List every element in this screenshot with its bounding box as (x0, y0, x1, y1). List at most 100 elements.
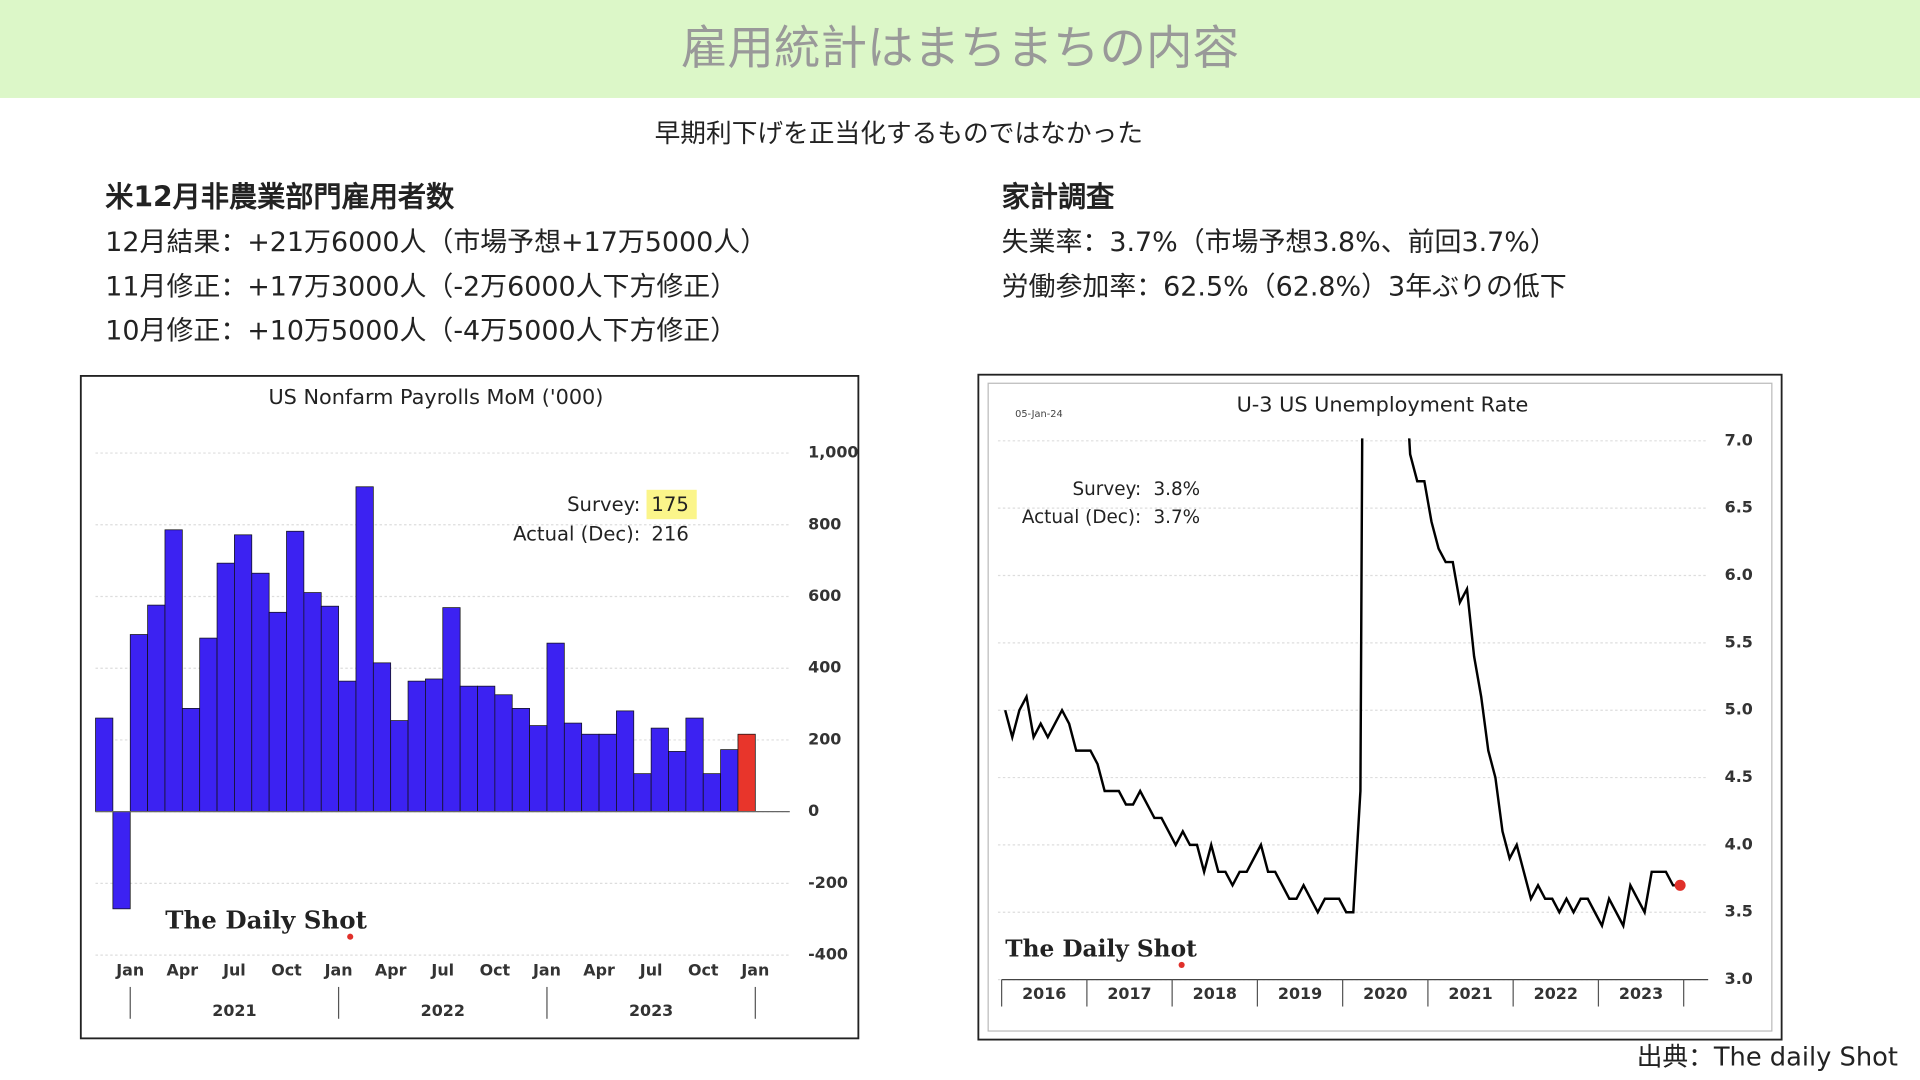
right-line: 失業率：3.7%（市場予想3.8%、前回3.7%） (1002, 227, 1557, 258)
x-tick-label: 2017 (1107, 984, 1151, 1003)
annotation: Survey: (1073, 479, 1142, 500)
bar (563, 722, 583, 813)
bar (529, 725, 548, 813)
y-tick-label: 5.5 (1725, 632, 1753, 651)
bar (685, 717, 704, 813)
x-tick-label: Jan (115, 961, 144, 980)
year-label: 2022 (421, 1001, 465, 1020)
y-tick-label: 1,000 (808, 443, 858, 462)
chart-frame (977, 373, 1783, 1041)
x-tick-label: 2021 (1448, 984, 1492, 1003)
x-tick-label: Jan (324, 961, 353, 980)
end-marker (1674, 879, 1686, 891)
bar (129, 634, 148, 813)
annotation: 216 (651, 523, 688, 546)
y-tick-label: 5.0 (1725, 700, 1753, 719)
line (1003, 438, 1681, 930)
x-tick-label: Jan (740, 961, 769, 980)
logo-dot (347, 933, 354, 940)
bar (320, 605, 339, 813)
y-tick-label: 200 (808, 729, 841, 748)
bar (702, 773, 721, 813)
bar (511, 708, 530, 813)
bar (181, 708, 201, 813)
x-tick-label: Apr (167, 961, 199, 980)
annotation: Actual (Dec): (1022, 507, 1141, 528)
bar (216, 562, 235, 813)
chart-title: U-3 US Unemployment Rate (1237, 392, 1529, 416)
y-tick-label: 6.5 (1725, 498, 1753, 517)
x-tick-label: Oct (480, 961, 511, 980)
y-tick-label: 3.0 (1725, 969, 1753, 988)
logo: The Daily Shot (165, 906, 367, 935)
y-tick-label: -200 (808, 873, 848, 892)
bar (112, 811, 131, 910)
x-tick-label: Apr (375, 961, 407, 980)
survey-highlight (646, 489, 697, 520)
year-label: 2021 (212, 1001, 256, 1020)
bar (633, 773, 652, 813)
bar (95, 717, 114, 813)
x-tick-label: Jul (639, 961, 663, 980)
bar (737, 733, 756, 813)
bar (650, 727, 669, 813)
x-tick-label: 2020 (1363, 984, 1407, 1003)
logo: The Daily Shot (1005, 936, 1197, 963)
year-label: 2023 (629, 1001, 673, 1020)
y-tick-label: 3.5 (1725, 902, 1753, 921)
bar (338, 680, 357, 813)
left-line: 12月結果：+21万6000人（市場予想+17万5000人） (105, 227, 767, 258)
bar (234, 534, 253, 813)
annotation: 175 (651, 493, 688, 516)
right-heading: 家計調査 (1002, 180, 1115, 213)
x-tick-label: 2016 (1022, 984, 1066, 1003)
x-tick-label: Jan (532, 961, 561, 980)
bar (147, 604, 166, 813)
x-tick-label: Oct (271, 961, 302, 980)
bar (477, 685, 496, 813)
bar (286, 530, 305, 813)
bar (616, 710, 635, 813)
bar (390, 720, 409, 813)
source: 出典：The daily Shot (1637, 1042, 1898, 1072)
y-tick-label: 400 (808, 658, 841, 677)
bar (494, 694, 513, 813)
bar (268, 611, 287, 813)
x-tick-label: Apr (583, 961, 615, 980)
y-tick-label: 6.0 (1725, 565, 1753, 584)
chart-title: US Nonfarm Payrolls MoM ('000) (268, 385, 603, 409)
x-tick-label: Jul (430, 961, 454, 980)
y-tick-label: -400 (808, 945, 848, 964)
x-tick-label: 2023 (1619, 984, 1663, 1003)
x-tick-label: Oct (688, 961, 719, 980)
bar (720, 749, 739, 813)
x-tick-label: 2019 (1278, 984, 1322, 1003)
bar (581, 733, 600, 813)
logo-dot (1178, 961, 1185, 968)
bar (303, 592, 322, 813)
left-heading: 米12月非農業部門雇用者数 (105, 180, 455, 213)
bar (598, 733, 617, 813)
annotation: 3.8% (1153, 479, 1200, 500)
left-line: 10月修正：+10万5000人（-4万5000人下方修正） (105, 315, 737, 346)
x-tick-label: 2018 (1193, 984, 1237, 1003)
y-tick-label: 800 (808, 514, 841, 533)
bar (164, 529, 183, 813)
bar (425, 678, 444, 813)
annotation: 3.7% (1153, 507, 1200, 528)
line-group (1003, 438, 1681, 930)
annotation: Actual (Dec): (513, 523, 640, 546)
annotation: Survey: (567, 493, 640, 516)
date-label: 05-Jan-24 (1015, 409, 1063, 420)
slide-title: 雇用統計はまちまちの内容 (681, 21, 1239, 75)
bar (372, 662, 392, 813)
bar (199, 637, 218, 813)
x-tick-label: Jul (222, 961, 246, 980)
header-band (0, 0, 1920, 98)
y-tick-label: 4.0 (1725, 834, 1753, 853)
bar (407, 680, 426, 813)
bar (668, 751, 687, 813)
bar (442, 607, 461, 813)
left-line: 11月修正：+17万3000人（-2万6000人下方修正） (105, 271, 737, 302)
